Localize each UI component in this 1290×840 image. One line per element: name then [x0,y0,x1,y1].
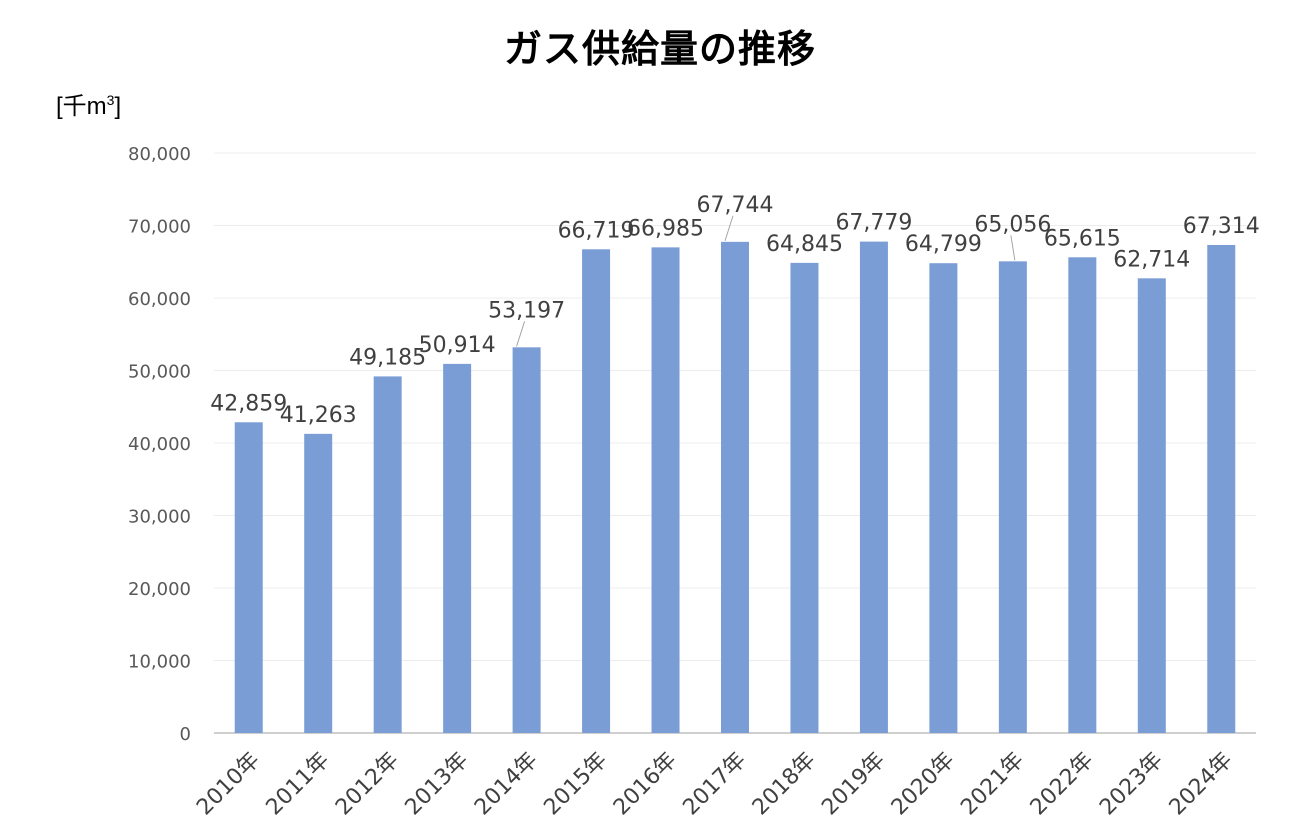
bar [443,363,472,733]
y-tick-label: 20,000 [128,579,191,600]
bar [234,422,263,733]
x-tick-label: 2010年 [192,748,265,821]
data-label: 65,056 [974,212,1051,237]
x-tick-label: 2019年 [817,748,890,821]
x-tick-label: 2012年 [331,748,404,821]
leader-line [516,321,526,347]
bar [304,433,333,733]
y-axis-unit-label: [千m3] [56,92,122,120]
y-tick-label: 30,000 [128,507,191,528]
x-tick-label: 2023年 [1095,748,1168,821]
x-tick-label: 2022年 [1026,748,1099,821]
data-label: 53,197 [488,298,565,323]
data-label: 50,914 [419,333,496,358]
bar [373,376,402,733]
data-label: 64,845 [766,232,843,257]
x-tick-label: 2015年 [539,748,612,821]
x-tick-label: 2011年 [262,748,335,821]
bar [582,249,611,734]
bar [651,247,680,733]
data-label: 42,859 [210,391,287,416]
x-tick-label: 2014年 [470,748,543,821]
y-tick-label: 70,000 [128,217,191,238]
data-label: 67,314 [1183,214,1260,239]
bar [1068,257,1097,733]
bar [1207,244,1236,733]
data-label: 64,799 [905,232,982,257]
y-tick-label: 0 [180,724,191,745]
x-tick-label: 2016年 [609,748,682,821]
data-label: 62,714 [1113,247,1190,272]
x-tick-label: 2018年 [748,748,821,821]
x-tick-label: 2013年 [401,748,474,821]
y-tick-label: 40,000 [128,434,191,455]
leader-line [1010,235,1016,261]
y-tick-label: 10,000 [128,652,191,673]
y-tick-label: 60,000 [128,289,191,310]
data-label: 41,263 [280,403,357,428]
x-tick-label: 2024年 [1165,748,1238,821]
bar [790,262,819,733]
bar [859,241,888,734]
data-label: 49,185 [349,345,426,370]
bar [721,241,749,733]
data-label: 66,719 [558,218,635,243]
bar [929,263,958,733]
x-tick-label: 2017年 [678,748,751,821]
data-label: 65,615 [1044,226,1121,251]
leader-line [724,215,734,242]
data-label: 67,779 [835,211,912,236]
y-tick-label: 80,000 [128,144,191,165]
x-tick-label: 2020年 [887,748,960,821]
data-label: 66,985 [627,216,704,241]
y-tick-label: 50,000 [128,362,191,383]
chart-title: ガス供給量の推移 [503,27,816,71]
data-label: 67,744 [697,193,774,218]
bar [998,261,1027,733]
bar [1137,278,1166,733]
x-tick-label: 2021年 [956,748,1029,821]
bar [512,347,541,733]
